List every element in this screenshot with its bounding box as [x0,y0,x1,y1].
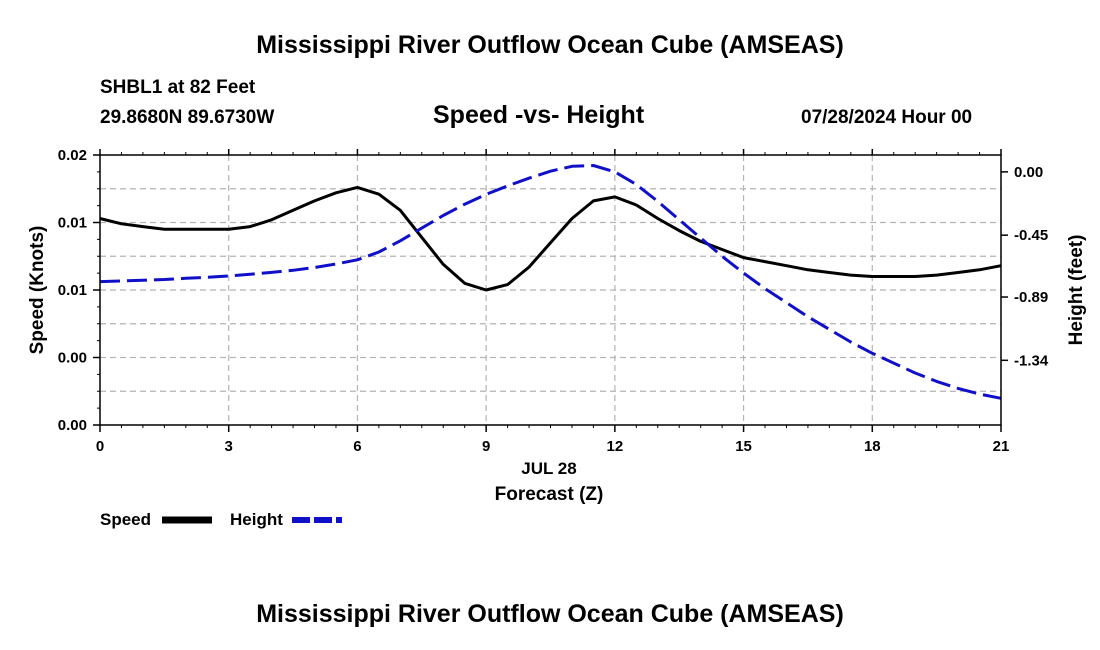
y-tick-label: 0.01 [58,282,87,299]
legend-speed-label: Speed [100,510,152,529]
forecast-date: 07/28/2024 Hour 00 [801,107,973,128]
x-tick-label: 6 [353,438,361,455]
y2-tick-label: -1.34 [1014,352,1049,369]
y-axis-title: Speed (Knots) [27,226,48,355]
x-tick-label: 18 [864,438,881,455]
series-line-height [99,164,1002,400]
y-tick-label: 0.00 [58,350,87,367]
y2-axis-title: Height (feet) [1066,235,1087,346]
y2-tick-label: -0.45 [1014,227,1048,244]
legend-height-label: Height [230,510,283,529]
station-label: SHBL1 at 82 Feet [100,77,256,98]
x-tick-label: 9 [482,438,490,455]
x-axis-date-label: JUL 28 [521,459,576,478]
y2-tick-label: -0.89 [1014,289,1048,306]
x-tick-label: 3 [225,438,233,455]
page-title-bottom: Mississippi River Outflow Ocean Cube (AM… [256,600,844,628]
x-tick-label: 0 [96,438,104,455]
y-tick-label: 0.01 [58,215,87,232]
y-tick-label: 0.00 [58,417,87,434]
x-tick-label: 21 [993,438,1010,455]
x-tick-label: 12 [607,438,624,455]
y2-tick-label: 0.00 [1014,164,1043,181]
chart-title: Speed -vs- Height [433,101,645,129]
series-line-speed [99,185,1002,292]
x-axis-title: Forecast (Z) [495,484,604,505]
page-title: Mississippi River Outflow Ocean Cube (AM… [256,31,844,59]
x-tick-label: 15 [735,438,752,455]
station-coordinates: 29.8680N 89.6730W [100,107,275,128]
y-tick-label: 0.02 [58,147,87,164]
